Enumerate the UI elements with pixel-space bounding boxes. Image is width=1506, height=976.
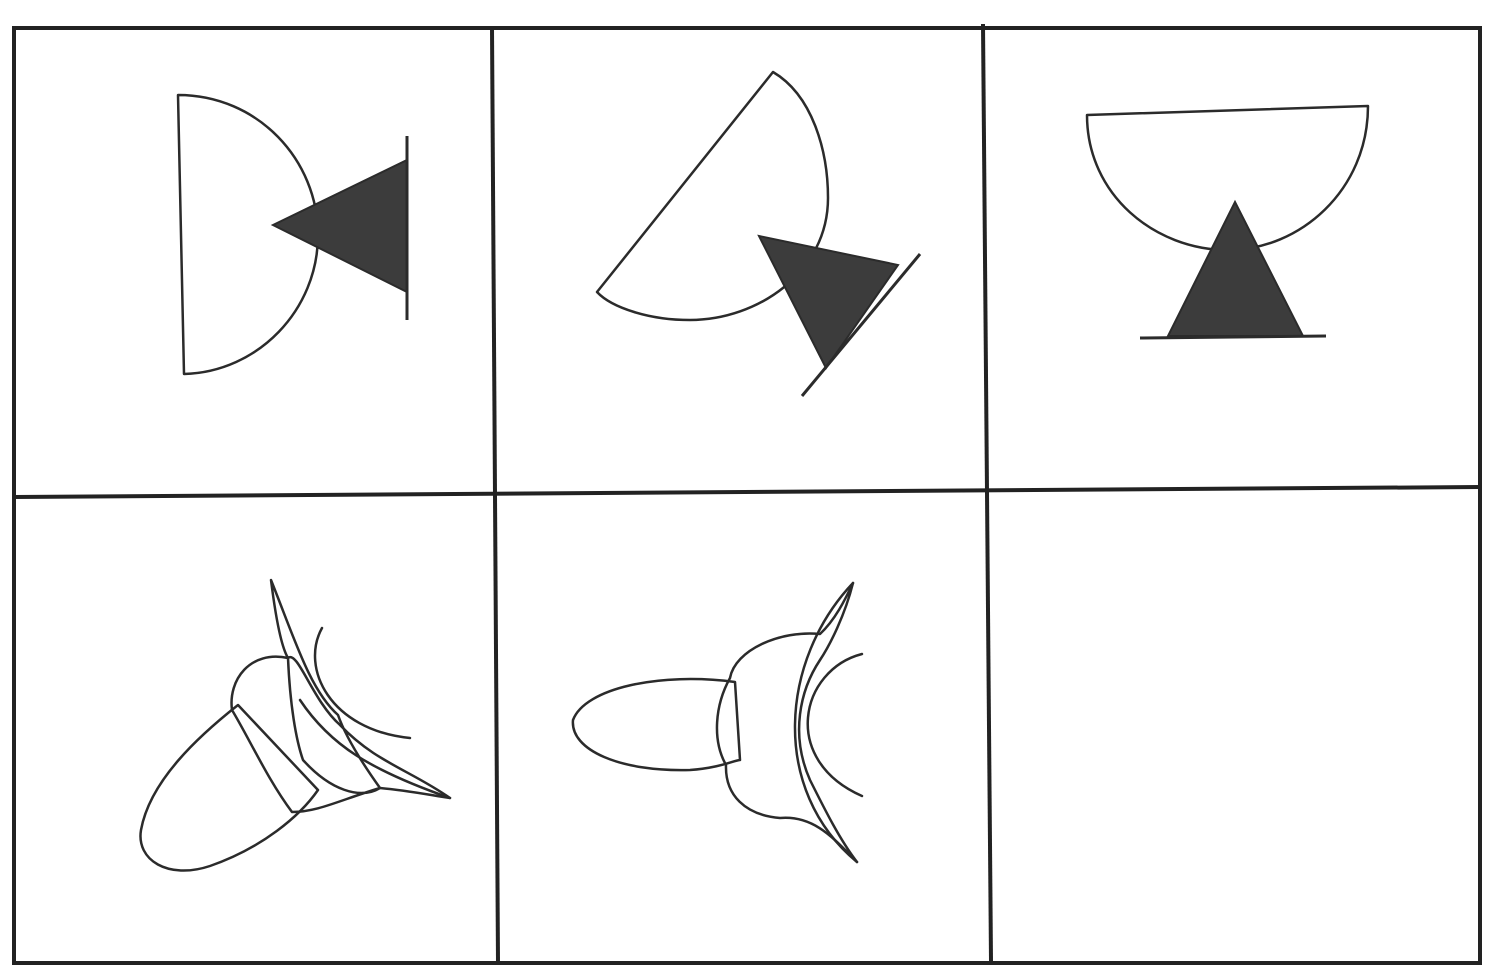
dotted-oval (571, 677, 742, 772)
striped-lobe (230, 578, 452, 814)
grid-line-vertical-1 (490, 27, 500, 964)
triangle-baseline (1139, 334, 1327, 340)
solid-triangle (270, 158, 408, 294)
cell-r2c1 (139, 578, 452, 872)
solid-triangle (1166, 199, 1305, 337)
horn-curve-outer (313, 626, 412, 740)
horn-curve-inner (298, 698, 452, 800)
cell-r2c3-empty (995, 495, 1475, 955)
striped-lobe (715, 581, 859, 864)
cell-r1c2 (595, 70, 922, 397)
solid-triangle (757, 234, 900, 370)
cell-r2c2 (571, 581, 864, 864)
cell-r1c1 (176, 93, 409, 376)
dotted-oval (139, 703, 320, 872)
horn-curve-outer (806, 652, 864, 798)
cell-r1c3 (1085, 104, 1370, 340)
triangle-baseline (800, 253, 922, 397)
grid-line-vertical-2 (981, 23, 993, 962)
horn-curve-inner (793, 581, 859, 864)
grid-line-horizontal (13, 485, 1481, 499)
